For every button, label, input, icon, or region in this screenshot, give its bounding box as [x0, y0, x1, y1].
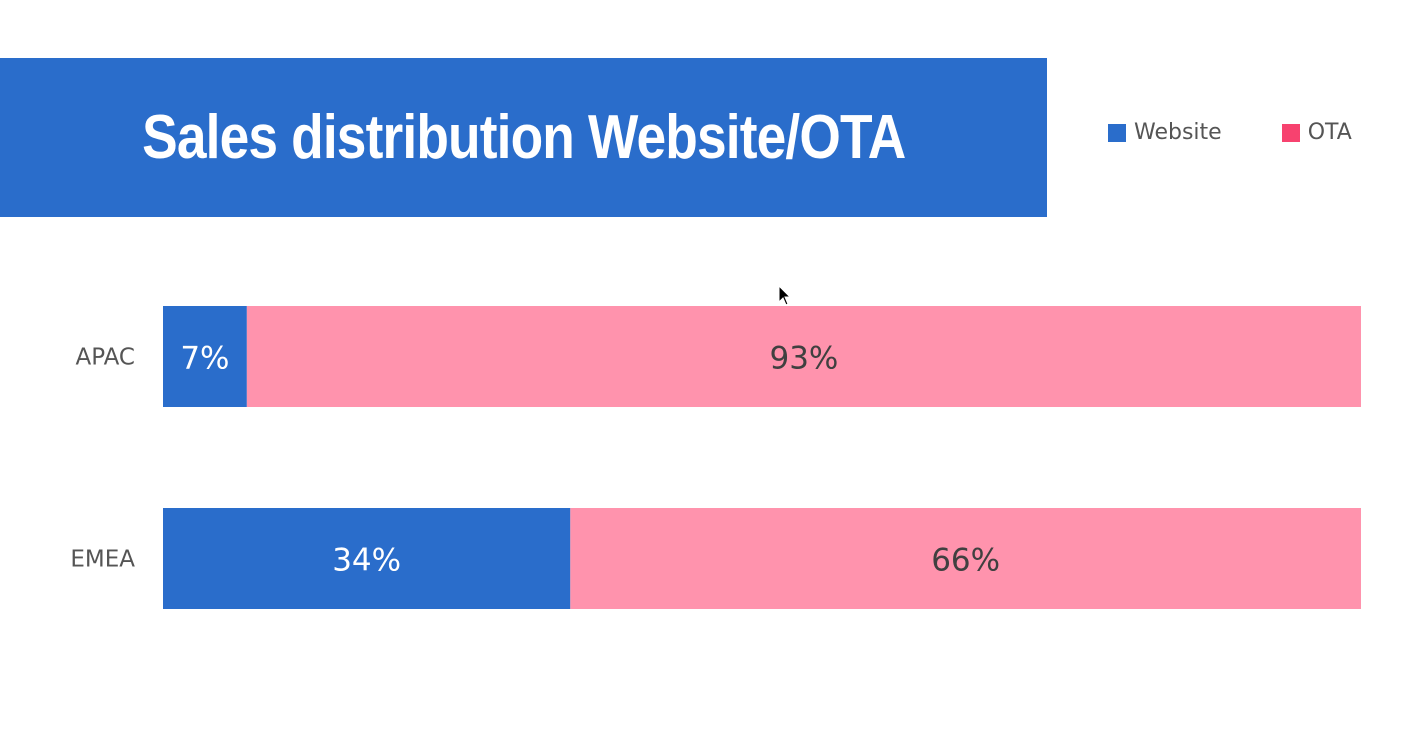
bar-website-apac — [163, 306, 247, 407]
chart-legend: Website OTA — [1108, 120, 1352, 145]
mouse-cursor-icon — [778, 285, 792, 306]
legend-label-website: Website — [1134, 120, 1222, 145]
bar-website-emea — [163, 508, 571, 609]
chart-title-banner: Sales distribution Website/OTA — [0, 58, 1047, 217]
data-label-ota-emea: 66% — [931, 543, 1000, 579]
legend-swatch-website — [1108, 123, 1126, 142]
legend-item-ota: OTA — [1281, 120, 1352, 145]
bar-ota-emea — [570, 508, 1361, 609]
legend-swatch-ota — [1281, 123, 1300, 142]
data-label-website-emea: 34% — [332, 543, 401, 579]
data-label-website-apac: 7% — [180, 341, 229, 377]
category-label-apac: APAC — [75, 345, 135, 371]
category-label-emea: EMEA — [70, 547, 135, 573]
legend-label-ota: OTA — [1307, 120, 1352, 145]
chart-title: Sales distribution Website/OTA — [141, 103, 906, 172]
data-label-ota-apac: 93% — [769, 341, 838, 377]
bar-ota-apac — [246, 306, 1362, 407]
legend-item-website: Website — [1108, 120, 1222, 145]
